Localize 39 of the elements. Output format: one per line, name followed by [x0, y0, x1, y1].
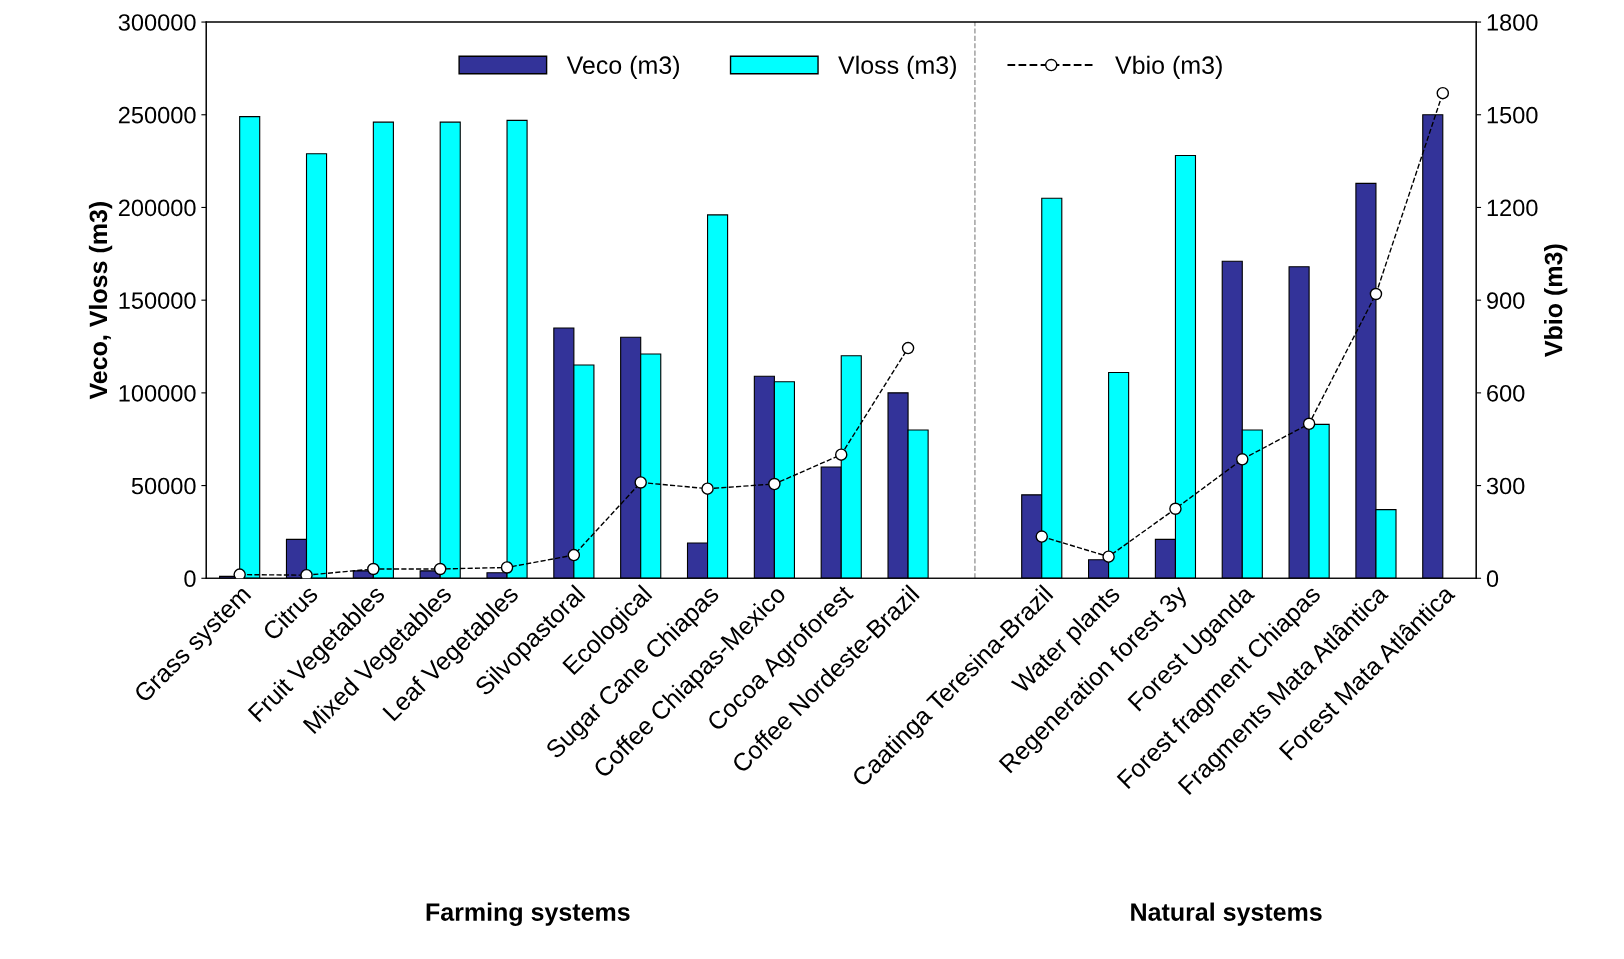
point — [634, 476, 647, 489]
point — [901, 341, 915, 355]
y-axis-title: Veco, Vloss (m3) — [88, 202, 113, 400]
y2-tick-label: 300 — [1486, 477, 1525, 495]
y2-tick-label: 1500 — [1487, 106, 1538, 124]
y2-tick-label: 600 — [1487, 384, 1525, 402]
point — [1035, 530, 1049, 543]
y-tick-label: 150000 — [119, 292, 196, 309]
point — [1169, 502, 1182, 516]
point — [701, 482, 714, 495]
point — [1102, 550, 1115, 563]
point — [1302, 417, 1316, 431]
point — [1236, 453, 1249, 466]
point — [1436, 86, 1450, 100]
y-tick-label: 250000 — [118, 106, 196, 124]
y2-axis-title: Vbio (m3) — [1544, 244, 1568, 357]
y-tick-label: 300000 — [118, 14, 196, 31]
text: Farming systems — [426, 902, 630, 926]
y-tick-label: 100000 — [119, 384, 196, 402]
point — [300, 568, 313, 579]
y2-tick-label: 0 — [1486, 570, 1499, 588]
text: Natural systems — [1131, 902, 1322, 926]
point — [500, 561, 514, 574]
legend-label: Vloss (m3) — [838, 55, 956, 79]
point — [834, 448, 848, 461]
point — [367, 562, 380, 576]
point — [1369, 287, 1383, 301]
y-tick-label: 50000 — [131, 477, 196, 495]
legend-label: Vbio (m3) — [1115, 55, 1222, 79]
legend-label: Veco (m3) — [566, 55, 679, 79]
y2-tick-label: 1800 — [1487, 14, 1538, 31]
point — [433, 562, 447, 576]
point — [768, 477, 781, 491]
y2-tick-label: 1200 — [1487, 199, 1538, 217]
y-tick-label: 0 — [184, 570, 196, 588]
y-tick-label: 200000 — [118, 199, 196, 217]
y2-tick-label: 900 — [1487, 292, 1525, 309]
point — [233, 568, 246, 579]
point — [567, 548, 581, 562]
